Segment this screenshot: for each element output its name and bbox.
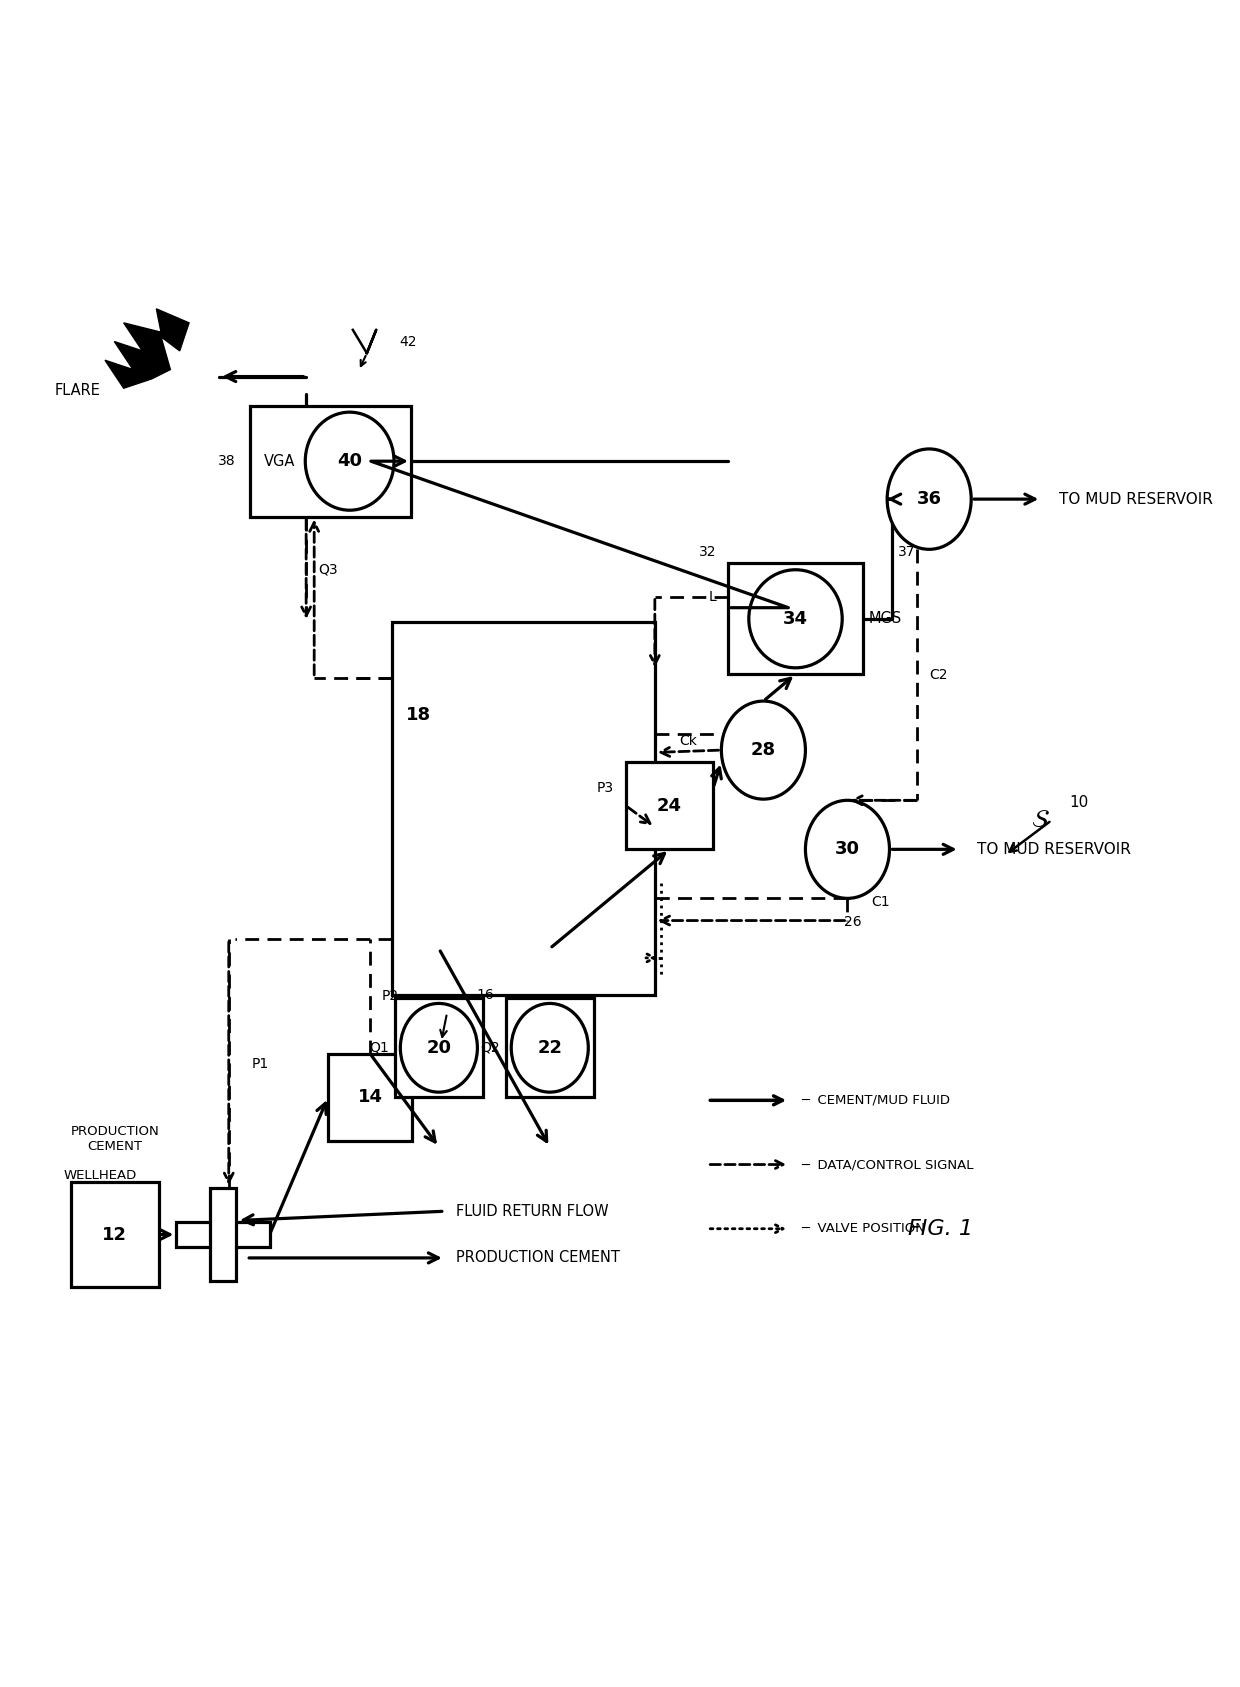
Bar (249, 407, 410, 516)
Text: 32: 32 (699, 545, 717, 558)
Text: P1: P1 (252, 1056, 269, 1071)
Text: L: L (709, 589, 717, 604)
Bar (728, 563, 863, 675)
Text: 37: 37 (898, 545, 915, 558)
Text: TO MUD RESERVOIR: TO MUD RESERVOIR (1059, 491, 1213, 506)
Text: 26: 26 (844, 914, 862, 930)
Text: $\mathcal{S}$: $\mathcal{S}$ (1030, 808, 1049, 832)
Text: 20: 20 (427, 1039, 451, 1056)
Text: 24: 24 (657, 796, 682, 815)
Text: FIG. 1: FIG. 1 (909, 1218, 973, 1238)
Ellipse shape (749, 570, 842, 668)
Text: P3: P3 (596, 781, 614, 795)
Bar (71, 1183, 159, 1287)
Text: WELLHEAD: WELLHEAD (63, 1169, 136, 1183)
Bar (396, 999, 482, 1098)
Text: PRODUCTION CEMENT: PRODUCTION CEMENT (456, 1250, 620, 1265)
Ellipse shape (722, 702, 806, 800)
Text: 34: 34 (782, 609, 808, 628)
Text: 12: 12 (103, 1225, 128, 1243)
Text: ─  VALVE POSITION: ─ VALVE POSITION (801, 1223, 925, 1235)
Text: P2: P2 (382, 990, 399, 1004)
Text: 40: 40 (337, 452, 362, 471)
Text: C1: C1 (870, 894, 889, 909)
Ellipse shape (806, 800, 889, 899)
Text: 14: 14 (357, 1088, 382, 1107)
Polygon shape (105, 309, 188, 388)
Text: FLARE: FLARE (55, 383, 100, 398)
Text: MGS: MGS (868, 611, 901, 626)
Text: 42: 42 (399, 334, 417, 349)
Ellipse shape (401, 1004, 477, 1091)
Text: C2: C2 (929, 668, 947, 682)
Text: Q3: Q3 (317, 562, 337, 577)
Text: FLUID RETURN FLOW: FLUID RETURN FLOW (456, 1205, 609, 1218)
Bar (392, 623, 655, 995)
Bar (210, 1188, 236, 1280)
Ellipse shape (887, 449, 971, 550)
Text: TO MUD RESERVOIR: TO MUD RESERVOIR (977, 842, 1131, 857)
Bar (626, 763, 713, 849)
Text: PRODUCTION
CEMENT: PRODUCTION CEMENT (71, 1125, 159, 1152)
Ellipse shape (511, 1004, 588, 1091)
Bar (327, 1054, 412, 1140)
Bar (506, 999, 594, 1098)
Text: 30: 30 (835, 840, 861, 859)
Text: 22: 22 (537, 1039, 562, 1056)
Text: VGA: VGA (264, 454, 295, 469)
Text: 10: 10 (1069, 795, 1089, 810)
Text: ─  DATA/CONTROL SIGNAL: ─ DATA/CONTROL SIGNAL (801, 1157, 973, 1171)
Text: Ck: Ck (680, 734, 697, 747)
Text: 18: 18 (407, 707, 432, 724)
Ellipse shape (305, 412, 394, 509)
Text: 28: 28 (751, 741, 776, 759)
Text: Q2: Q2 (481, 1041, 500, 1054)
Text: Q1: Q1 (370, 1041, 389, 1054)
Text: ─  CEMENT/MUD FLUID: ─ CEMENT/MUD FLUID (801, 1093, 950, 1107)
Bar (176, 1221, 269, 1247)
Text: 16: 16 (476, 989, 494, 1002)
Text: 38: 38 (218, 454, 236, 469)
Text: 36: 36 (916, 491, 941, 508)
